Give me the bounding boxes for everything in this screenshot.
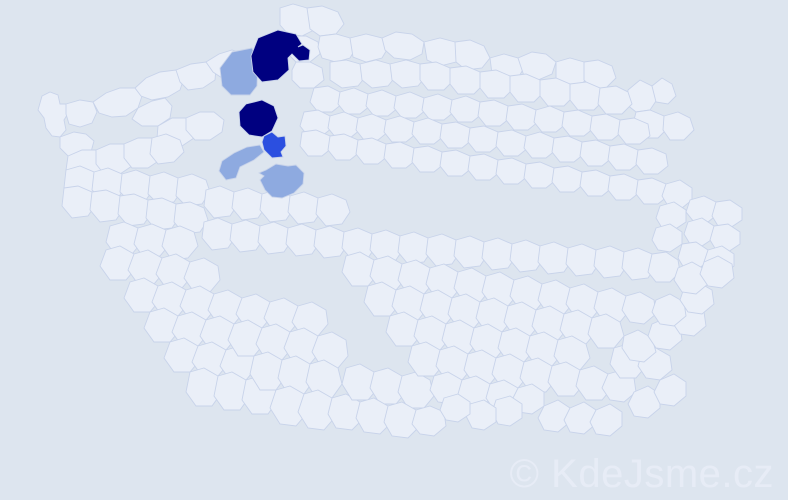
district-base-layer [38,4,742,438]
highlighted-district-level3-north[interactable] [251,30,310,82]
highlighted-district-level1-west[interactable] [219,145,264,180]
copyright-icon: © [509,452,540,496]
highlighted-district-level1-south[interactable] [259,164,304,198]
district-highlight-layer [219,30,310,198]
watermark-kdejsme: © KdeJsme.cz [510,454,774,494]
watermark-label: KdeJsme.cz [551,452,774,496]
highlighted-district-level2[interactable] [262,132,286,158]
